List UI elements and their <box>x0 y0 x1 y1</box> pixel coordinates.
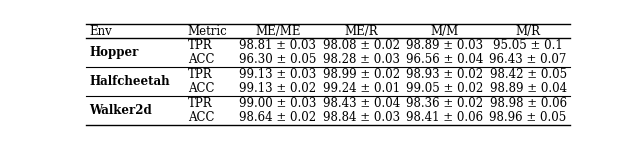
Text: 98.81 ± 0.03: 98.81 ± 0.03 <box>239 39 316 52</box>
Text: 98.28 ± 0.03: 98.28 ± 0.03 <box>323 53 400 66</box>
Text: 95.05 ± 0.1: 95.05 ± 0.1 <box>493 39 563 52</box>
Text: Halfcheetah: Halfcheetah <box>90 75 170 88</box>
Text: 98.93 ± 0.02: 98.93 ± 0.02 <box>406 68 483 81</box>
Text: 98.96 ± 0.05: 98.96 ± 0.05 <box>490 111 567 124</box>
Text: 98.43 ± 0.04: 98.43 ± 0.04 <box>323 97 400 110</box>
Text: 98.84 ± 0.03: 98.84 ± 0.03 <box>323 111 400 124</box>
Text: Metric: Metric <box>188 25 228 37</box>
Text: 98.64 ± 0.02: 98.64 ± 0.02 <box>239 111 317 124</box>
Text: TPR: TPR <box>188 97 212 110</box>
Text: ACC: ACC <box>188 111 214 124</box>
Text: Walker2d: Walker2d <box>90 104 152 117</box>
Text: M/R: M/R <box>516 25 541 37</box>
Text: Hopper: Hopper <box>90 46 139 59</box>
Text: 99.13 ± 0.03: 99.13 ± 0.03 <box>239 68 317 81</box>
Text: 98.98 ± 0.06: 98.98 ± 0.06 <box>490 97 566 110</box>
Text: 98.89 ± 0.04: 98.89 ± 0.04 <box>490 82 566 95</box>
Text: ME/R: ME/R <box>344 25 378 37</box>
Text: 98.08 ± 0.02: 98.08 ± 0.02 <box>323 39 400 52</box>
Text: Env: Env <box>90 25 112 37</box>
Text: 98.42 ± 0.05: 98.42 ± 0.05 <box>490 68 566 81</box>
Text: 96.56 ± 0.04: 96.56 ± 0.04 <box>406 53 483 66</box>
Text: TPR: TPR <box>188 68 212 81</box>
Text: 96.30 ± 0.05: 96.30 ± 0.05 <box>239 53 317 66</box>
Text: M/M: M/M <box>431 25 459 37</box>
Text: 99.00 ± 0.03: 99.00 ± 0.03 <box>239 97 317 110</box>
Text: 96.43 ± 0.07: 96.43 ± 0.07 <box>490 53 567 66</box>
Text: ACC: ACC <box>188 82 214 95</box>
Text: 98.41 ± 0.06: 98.41 ± 0.06 <box>406 111 483 124</box>
Text: 98.36 ± 0.02: 98.36 ± 0.02 <box>406 97 483 110</box>
Text: 99.05 ± 0.02: 99.05 ± 0.02 <box>406 82 483 95</box>
Text: 99.13 ± 0.02: 99.13 ± 0.02 <box>239 82 317 95</box>
Text: ME/ME: ME/ME <box>255 25 301 37</box>
Text: 98.89 ± 0.03: 98.89 ± 0.03 <box>406 39 483 52</box>
Text: 98.99 ± 0.02: 98.99 ± 0.02 <box>323 68 400 81</box>
Text: 99.24 ± 0.01: 99.24 ± 0.01 <box>323 82 400 95</box>
Text: ACC: ACC <box>188 53 214 66</box>
Text: TPR: TPR <box>188 39 212 52</box>
